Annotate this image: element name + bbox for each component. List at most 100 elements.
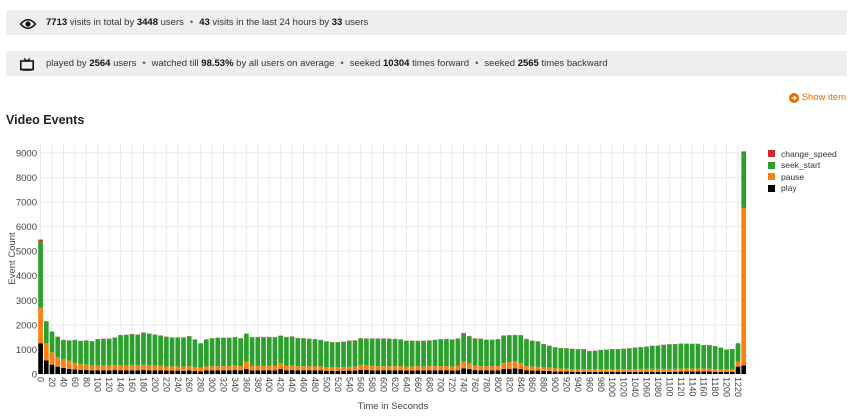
- bar-segment-pause: [667, 368, 672, 372]
- bar-segment-play: [66, 368, 72, 374]
- x-tick-label: 500: [321, 377, 331, 392]
- bar-segment-play: [409, 370, 415, 374]
- x-tick-label: 480: [310, 377, 320, 392]
- bar-segment-play: [112, 370, 118, 374]
- x-tick-label: 180: [138, 377, 148, 392]
- x-tick-label: 240: [173, 377, 183, 392]
- bar-segment-seek-start: [324, 341, 329, 368]
- bar-segment-pause: [38, 307, 43, 344]
- bar-segment-seek-start: [38, 241, 43, 308]
- bar-segment-seek-start: [329, 342, 335, 368]
- bar-segment-play: [689, 371, 695, 374]
- show-item-link[interactable]: Show item: [788, 92, 846, 103]
- bar-segment-seek-start: [198, 343, 203, 368]
- bar-segment-seek-start: [432, 340, 438, 367]
- playback-text-2: users: [110, 58, 137, 69]
- bar-segment-seek-start: [295, 338, 301, 367]
- bar-segment-seek-start: [358, 338, 364, 365]
- bar-segment-seek-start: [735, 343, 741, 362]
- bar-segment-play: [43, 360, 49, 374]
- bar-segment-play: [404, 370, 409, 374]
- bar-segment-play: [249, 370, 255, 374]
- bar-segment-seek-start: [175, 337, 181, 367]
- bar-segment-seek-start: [598, 350, 604, 370]
- playback-text-3: watched till: [151, 58, 202, 69]
- show-item-label: Show item: [801, 92, 846, 103]
- bar-segment-seek-start: [649, 345, 655, 369]
- bar-segment-pause: [141, 364, 146, 371]
- bar-segment-seek-start: [146, 333, 152, 366]
- y-tick-label: 2000: [16, 320, 37, 331]
- bar-segment-pause: [541, 367, 546, 371]
- x-tick-label: 60: [70, 377, 80, 387]
- bar-segment-play: [55, 366, 61, 374]
- bar-segment-pause: [552, 368, 558, 372]
- bar-segment-pause: [672, 368, 678, 372]
- bar-segment-pause: [364, 365, 369, 371]
- legend-item-play[interactable]: play: [768, 183, 837, 195]
- bar-segment-play: [535, 370, 541, 374]
- separator-dot: •: [189, 17, 194, 28]
- bar-segment-play: [78, 369, 83, 374]
- bar-segment-play: [604, 371, 609, 374]
- bar-segment-pause: [358, 364, 364, 370]
- bar-segment-pause: [135, 365, 141, 371]
- bar-segment-seek-start: [266, 337, 272, 366]
- bar-segment-play: [72, 369, 78, 374]
- bar-segment-play: [272, 370, 278, 374]
- legend-item-pause[interactable]: pause: [768, 171, 837, 183]
- bar-segment-play: [569, 371, 575, 374]
- bar-segment-play: [215, 370, 221, 374]
- x-tick-label: 40: [58, 377, 68, 387]
- bar-segment-pause: [83, 364, 89, 371]
- bar-segment-play: [386, 370, 392, 374]
- bar-segment-play: [432, 370, 438, 374]
- bar-segment-seek-start: [558, 348, 564, 369]
- bar-segment-seek-start: [398, 339, 404, 367]
- bar-segment-seek-start: [83, 340, 89, 365]
- bar-segment-play: [352, 370, 358, 374]
- visits-text-3: visits in the last 24 hours by: [209, 17, 332, 28]
- bar-segment-play: [129, 370, 135, 374]
- bar-segment-seek-start: [49, 331, 55, 353]
- bar-segment-seek-start: [141, 332, 146, 365]
- bar-segment-seek-start: [101, 338, 106, 366]
- y-tick-label: 1000: [16, 345, 37, 356]
- bar-segment-pause: [78, 364, 83, 370]
- bar-segment-play: [312, 370, 318, 374]
- bar-segment-pause: [169, 366, 175, 371]
- bar-segment-pause: [181, 366, 186, 371]
- bar-segment-play: [741, 365, 747, 374]
- bar-segment-pause: [123, 365, 129, 371]
- bar-segment-pause: [512, 360, 518, 369]
- y-tick-label: 6000: [16, 222, 37, 233]
- x-tick-label: 160: [127, 377, 137, 392]
- bar-segment-play: [444, 370, 449, 374]
- x-tick-label: 380: [253, 377, 263, 392]
- bar-segment-seek-start: [672, 344, 678, 369]
- bar-segment-seek-start: [152, 334, 158, 366]
- playback-text-6: times forward: [409, 58, 470, 69]
- bar-segment-play: [318, 370, 324, 374]
- legend-item-seek-start[interactable]: seek_start: [768, 160, 837, 172]
- bar-segment-seek-start: [163, 336, 169, 367]
- bar-segment-seek-start: [261, 337, 266, 366]
- bar-segment-play: [38, 343, 43, 374]
- bar-segment-play: [667, 371, 672, 374]
- bar-segment-seek-start: [369, 338, 375, 366]
- bar-segment-play: [638, 371, 644, 374]
- y-tick-label: 4000: [16, 271, 37, 282]
- bar-segment-pause: [266, 365, 272, 371]
- bar-segment-pause: [455, 365, 461, 371]
- bar-segment-play: [232, 370, 238, 374]
- bar-segment-play: [484, 370, 489, 374]
- bar-segment-play: [449, 370, 455, 374]
- bar-segment-play: [621, 371, 627, 374]
- bar-segment-seek-start: [615, 349, 621, 370]
- y-tick-label: 3000: [16, 296, 37, 307]
- bar-segment-play: [695, 371, 701, 374]
- y-tick-label: 5000: [16, 247, 37, 258]
- bar-segment-play: [672, 371, 678, 374]
- bar-segment-seek-start: [644, 346, 649, 369]
- legend-item-change-speed[interactable]: change_speed: [768, 148, 837, 160]
